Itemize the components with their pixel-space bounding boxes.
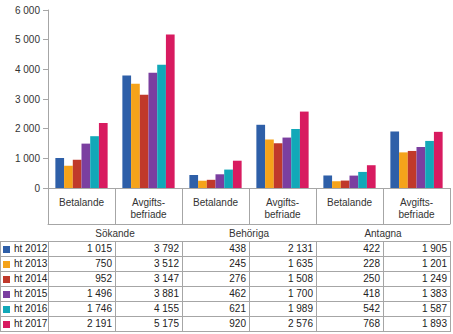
html-text:418: 418: [363, 288, 380, 299]
svg-text:6 000: 6 000: [15, 5, 40, 16]
svg-text:Avgifts-: Avgifts-: [132, 197, 165, 208]
html-text:ht 2012: ht 2012: [14, 243, 48, 254]
html-text:3 147: 3 147: [154, 273, 179, 284]
html-text:ht 2016: ht 2016: [14, 303, 48, 314]
html-text:3 881: 3 881: [154, 288, 179, 299]
svg-text:Betalande: Betalande: [59, 197, 104, 208]
html-text:1 989: 1 989: [288, 303, 313, 314]
html-text:1 201: 1 201: [422, 258, 447, 269]
html-text:2 131: 2 131: [288, 243, 313, 254]
svg-text:0: 0: [34, 183, 40, 194]
html-text:1 508: 1 508: [288, 273, 313, 284]
html-text:2 576: 2 576: [288, 318, 313, 329]
svg-text:Sökande: Sökande: [95, 228, 135, 239]
html-text:920: 920: [229, 318, 246, 329]
html-text:422: 422: [363, 243, 380, 254]
html-text:1 496: 1 496: [87, 288, 112, 299]
html-text:1 746: 1 746: [87, 303, 112, 314]
svg-text:4 000: 4 000: [15, 64, 40, 75]
html-text:1 249: 1 249: [422, 273, 447, 284]
html-text:1 015: 1 015: [87, 243, 112, 254]
svg-text:befriade: befriade: [398, 209, 435, 220]
html-text:1 635: 1 635: [288, 258, 313, 269]
html-text:245: 245: [229, 258, 246, 269]
svg-text:Betalande: Betalande: [193, 197, 238, 208]
svg-text:5 000: 5 000: [15, 34, 40, 45]
html-text:1 893: 1 893: [422, 318, 447, 329]
html-text:ht 2013: ht 2013: [14, 258, 48, 269]
html-text:438: 438: [229, 243, 246, 254]
html-text:2 191: 2 191: [87, 318, 112, 329]
html-text:ht 2015: ht 2015: [14, 288, 48, 299]
svg-text:3 000: 3 000: [15, 94, 40, 105]
svg-text:2 000: 2 000: [15, 123, 40, 134]
html-text:542: 542: [363, 303, 380, 314]
html-text:ht 2017: ht 2017: [14, 318, 48, 329]
svg-text:befriade: befriade: [130, 209, 167, 220]
html-text:1 905: 1 905: [422, 243, 447, 254]
html-text:228: 228: [363, 258, 380, 269]
html-text:ht 2014: ht 2014: [14, 273, 48, 284]
html-text:250: 250: [363, 273, 380, 284]
svg-text:befriade: befriade: [264, 209, 301, 220]
html-text:768: 768: [363, 318, 380, 329]
svg-text:1 000: 1 000: [15, 153, 40, 164]
html-text:5 175: 5 175: [154, 318, 179, 329]
html-text:462: 462: [229, 288, 246, 299]
html-text:1 587: 1 587: [422, 303, 447, 314]
html-text:1 700: 1 700: [288, 288, 313, 299]
html-text:621: 621: [229, 303, 246, 314]
html-text:4 155: 4 155: [154, 303, 179, 314]
svg-text:Avgifts-: Avgifts-: [400, 197, 433, 208]
svg-text:Betalande: Betalande: [327, 197, 372, 208]
svg-text:Antagna: Antagna: [364, 228, 402, 239]
html-text:952: 952: [95, 273, 112, 284]
html-text:3 792: 3 792: [154, 243, 179, 254]
html-text:750: 750: [95, 258, 112, 269]
html-text:3 512: 3 512: [154, 258, 179, 269]
svg-text:Avgifts-: Avgifts-: [266, 197, 299, 208]
svg-text:Behöriga: Behöriga: [229, 228, 269, 239]
html-text:276: 276: [229, 273, 246, 284]
html-text:1 383: 1 383: [422, 288, 447, 299]
